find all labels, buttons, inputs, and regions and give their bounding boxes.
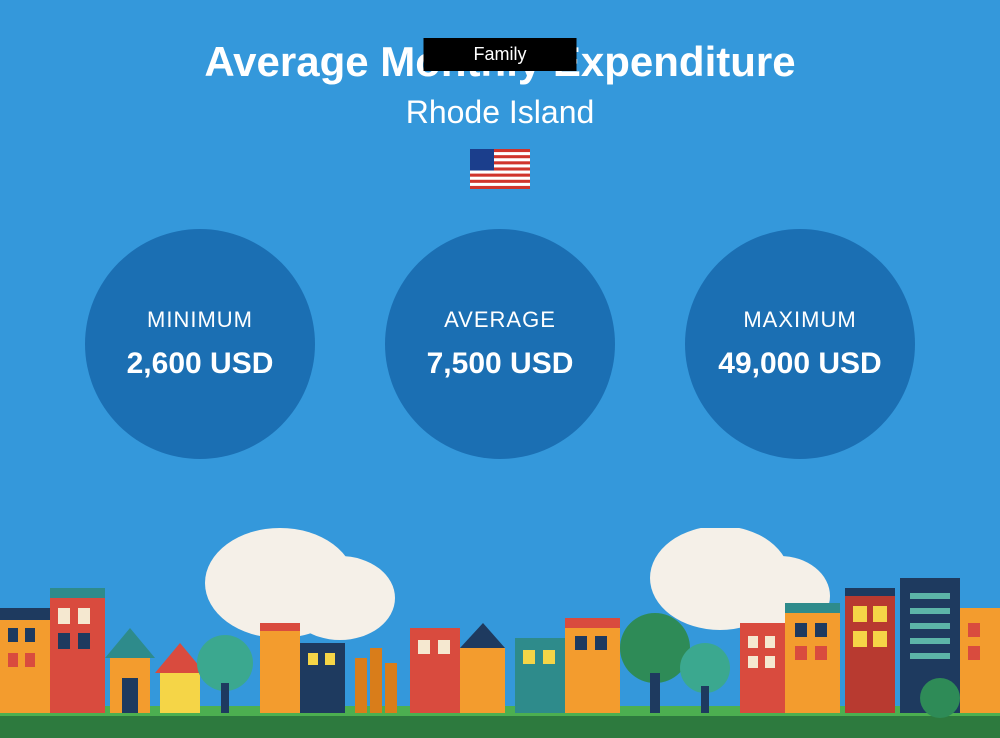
stat-value: 49,000 USD <box>718 347 881 381</box>
stat-value: 2,600 USD <box>127 347 274 381</box>
stat-average: AVERAGE 7,500 USD <box>385 229 615 459</box>
location-subtitle: Rhode Island <box>0 94 1000 131</box>
stat-label: MAXIMUM <box>743 307 856 333</box>
stat-minimum: MINIMUM 2,600 USD <box>85 229 315 459</box>
stat-label: MINIMUM <box>147 307 253 333</box>
stats-container: MINIMUM 2,600 USD AVERAGE 7,500 USD MAXI… <box>0 229 1000 459</box>
stat-maximum: MAXIMUM 49,000 USD <box>685 229 915 459</box>
stat-value: 7,500 USD <box>427 347 574 381</box>
category-tag: Family <box>424 38 577 71</box>
us-flag-icon <box>470 149 530 189</box>
stat-label: AVERAGE <box>444 307 556 333</box>
cityscape-illustration <box>0 528 1000 738</box>
